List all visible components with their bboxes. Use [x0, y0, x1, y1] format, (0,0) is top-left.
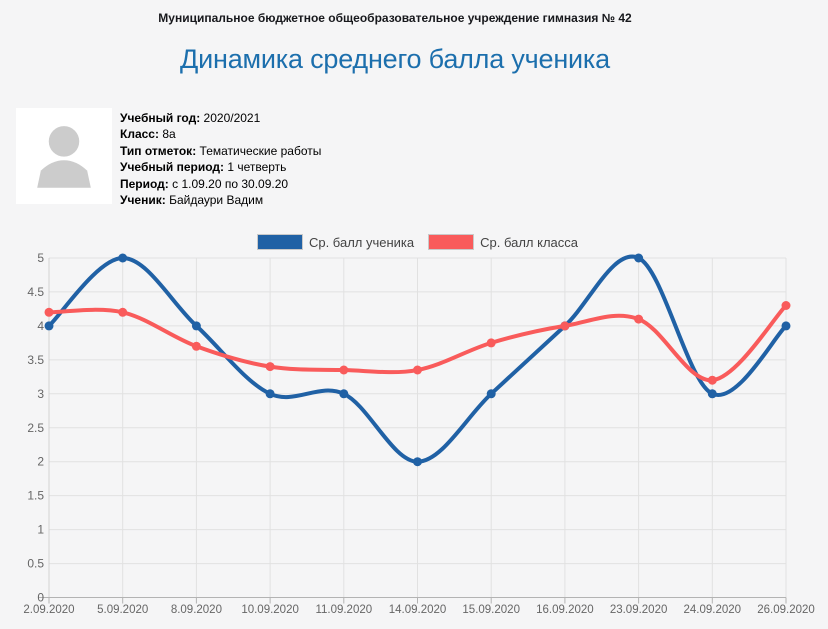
legend-label-class: Ср. балл класса: [480, 234, 579, 250]
y-axis-label: 4: [37, 319, 44, 333]
info-row-school-year: Учебный год: 2020/2021: [120, 110, 321, 126]
y-axis-label: 0.5: [27, 557, 44, 571]
y-axis-label: 1: [37, 523, 44, 537]
data-point-class[interactable]: [191, 341, 201, 351]
y-axis-label: 5: [37, 251, 44, 265]
info-label: Учебный год:: [120, 111, 201, 125]
legend-swatch-student: [256, 234, 303, 250]
x-axis-label: 2.09.2020: [23, 604, 74, 616]
data-point-class[interactable]: [634, 314, 644, 324]
info-value: с 1.09.20 по 30.09.20: [172, 176, 289, 191]
info-value: 1 четверть: [227, 160, 287, 175]
info-value: Байдаури Вадим: [169, 193, 264, 208]
data-point-class[interactable]: [339, 365, 349, 375]
data-point-class[interactable]: [44, 307, 54, 317]
legend-item-class-average[interactable]: Ср. балл класса: [428, 234, 578, 250]
y-axis-label: 3.5: [27, 353, 44, 367]
data-point-student[interactable]: [44, 321, 54, 331]
info-value: 2020/2021: [203, 111, 261, 125]
data-point-class[interactable]: [560, 321, 570, 331]
data-point-class[interactable]: [707, 375, 717, 385]
x-axis-label: 14.09.2020: [389, 604, 447, 616]
data-point-student[interactable]: [707, 389, 717, 399]
page-title: Динамика среднего балла ученика: [180, 44, 610, 74]
y-axis-label: 1.5: [27, 489, 44, 503]
info-row-date-range: Период: с 1.09.20 по 30.09.20: [120, 176, 321, 192]
y-axis-label: 2: [37, 455, 44, 469]
organization-name: Муниципальное бюджетное общеобразователь…: [158, 11, 632, 25]
legend-swatch-class: [428, 234, 475, 250]
y-axis-label: 2.5: [27, 421, 44, 435]
legend-label-student: Ср. балл ученика: [308, 234, 415, 250]
data-point-class[interactable]: [118, 307, 128, 317]
average-score-chart: Ср. балл ученика Ср. балл класса 0 0.5 1 1.…: [0, 230, 828, 629]
x-axis-label: 15.09.2020: [462, 604, 520, 616]
data-point-class[interactable]: [781, 301, 791, 310]
x-axis-label: 10.09.2020: [241, 604, 299, 616]
student-info-panel: Учебный год: 2020/2021 Класс: 8а Тип отм…: [16, 108, 321, 208]
data-point-class[interactable]: [486, 338, 496, 348]
info-row-study-period: Учебный период: 1 четверть: [120, 159, 321, 175]
info-row-class: Класс: 8а: [120, 126, 321, 142]
data-point-class[interactable]: [413, 365, 422, 375]
data-point-student[interactable]: [191, 321, 201, 331]
person-silhouette-icon: [25, 116, 103, 204]
series-line-student: [47, 254, 788, 464]
info-label: Учебный период:: [120, 160, 224, 175]
x-axis-label: 16.09.2020: [536, 604, 594, 616]
legend-item-student-average[interactable]: Ср. балл ученика: [256, 234, 415, 250]
data-point-student[interactable]: [118, 253, 128, 263]
student-avatar: [16, 108, 112, 204]
y-axis-label: 0: [37, 591, 44, 605]
data-point-student[interactable]: [265, 389, 275, 399]
x-axis-label: 11.09.2020: [315, 604, 372, 616]
info-value: 8а: [162, 127, 176, 142]
info-label: Тип отметок:: [120, 143, 197, 158]
line-chart-svg: 0 0.5 1 1.5 2 2.5 3 3.5 4 4.5 5 2.09.2020 5.09.2020 8…: [23, 251, 815, 616]
data-point-student[interactable]: [486, 389, 496, 399]
y-axis-label: 3: [37, 387, 44, 401]
x-axis-label: 26.09.2020: [757, 604, 815, 616]
x-axis-label: 24.09.2020: [684, 604, 742, 616]
info-value: Тематические работы: [199, 143, 322, 158]
chart-legend: Ср. балл ученика Ср. балл класса: [0, 234, 828, 250]
info-row-student-name: Ученик: Байдаури Вадим: [120, 192, 321, 208]
data-point-student[interactable]: [413, 457, 422, 467]
info-label: Класс:: [120, 127, 159, 142]
data-point-student[interactable]: [634, 253, 644, 263]
data-point-student[interactable]: [781, 321, 791, 331]
info-row-mark-type: Тип отметок: Тематические работы: [120, 143, 321, 159]
student-info-rows: Учебный год: 2020/2021 Класс: 8а Тип отм…: [120, 108, 321, 208]
x-axis-label: 23.09.2020: [610, 604, 668, 616]
data-point-class[interactable]: [265, 362, 275, 372]
y-axis-label: 4.5: [27, 285, 44, 299]
info-label: Ученик:: [120, 193, 166, 208]
data-point-student[interactable]: [339, 389, 349, 399]
info-label: Период:: [120, 176, 169, 191]
x-axis-label: 8.09.2020: [171, 604, 222, 616]
x-axis-label: 5.09.2020: [97, 604, 148, 616]
